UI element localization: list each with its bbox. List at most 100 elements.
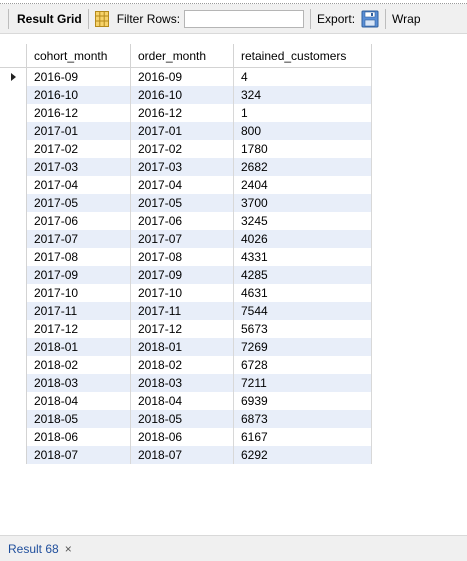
row-marker[interactable] (0, 122, 27, 140)
table-row[interactable]: 2016-09 2016-09 4 (0, 67, 372, 86)
row-marker[interactable] (0, 374, 27, 392)
table-row[interactable]: 2017-06 2017-06 3245 (0, 212, 372, 230)
table-cell[interactable]: 2017-09 (130, 266, 234, 284)
column-header-cohort-month[interactable]: cohort_month (26, 44, 131, 68)
table-cell[interactable]: 2018-01 (130, 338, 234, 356)
table-row[interactable]: 2017-05 2017-05 3700 (0, 194, 372, 212)
table-cell[interactable]: 2017-12 (26, 320, 131, 338)
row-marker[interactable] (0, 140, 27, 158)
table-cell[interactable]: 6167 (233, 428, 372, 446)
table-cell[interactable]: 2017-05 (26, 194, 131, 212)
table-cell[interactable]: 2017-06 (130, 212, 234, 230)
table-cell[interactable]: 2017-05 (130, 194, 234, 212)
table-row[interactable]: 2017-09 2017-09 4285 (0, 266, 372, 284)
table-cell[interactable]: 800 (233, 122, 372, 140)
table-row[interactable]: 2018-02 2018-02 6728 (0, 356, 372, 374)
table-cell[interactable]: 2017-03 (26, 158, 131, 176)
row-marker[interactable] (0, 428, 27, 446)
table-cell[interactable]: 2404 (233, 176, 372, 194)
row-marker[interactable] (0, 158, 27, 176)
table-cell[interactable]: 2017-11 (26, 302, 131, 320)
table-cell[interactable]: 6873 (233, 410, 372, 428)
column-header-retained-customers[interactable]: retained_customers (233, 44, 372, 68)
table-cell[interactable]: 2017-12 (130, 320, 234, 338)
table-cell[interactable]: 2016-09 (130, 67, 234, 86)
row-marker[interactable] (0, 86, 27, 104)
table-cell[interactable]: 2016-12 (26, 104, 131, 122)
table-cell[interactable]: 2018-07 (26, 446, 131, 464)
table-cell[interactable]: 2017-01 (130, 122, 234, 140)
table-cell[interactable]: 2017-07 (130, 230, 234, 248)
row-marker[interactable] (0, 67, 27, 86)
table-row[interactable]: 2018-07 2018-07 6292 (0, 446, 372, 464)
row-marker[interactable] (0, 320, 27, 338)
row-marker[interactable] (0, 176, 27, 194)
row-marker[interactable] (0, 410, 27, 428)
table-cell[interactable]: 2017-10 (130, 284, 234, 302)
table-cell[interactable]: 2016-09 (26, 67, 131, 86)
table-cell[interactable]: 1 (233, 104, 372, 122)
table-cell[interactable]: 2017-02 (26, 140, 131, 158)
table-cell[interactable]: 2018-06 (26, 428, 131, 446)
table-cell[interactable]: 2017-01 (26, 122, 131, 140)
row-marker[interactable] (0, 302, 27, 320)
result-tab[interactable]: Result 68 × (8, 542, 72, 556)
table-cell[interactable]: 2018-04 (130, 392, 234, 410)
table-cell[interactable]: 2018-07 (130, 446, 234, 464)
table-cell[interactable]: 2017-09 (26, 266, 131, 284)
table-cell[interactable]: 2017-07 (26, 230, 131, 248)
table-cell[interactable]: 4631 (233, 284, 372, 302)
table-cell[interactable]: 1780 (233, 140, 372, 158)
table-row[interactable]: 2016-12 2016-12 1 (0, 104, 372, 122)
table-cell[interactable]: 2017-02 (130, 140, 234, 158)
row-marker[interactable] (0, 212, 27, 230)
table-cell[interactable]: 2018-02 (26, 356, 131, 374)
filter-rows-input[interactable] (184, 9, 305, 28)
row-marker[interactable] (0, 446, 27, 464)
wrap-cell-content-label[interactable]: Wrap (392, 11, 421, 26)
table-row[interactable]: 2017-10 2017-10 4631 (0, 284, 372, 302)
close-tab-icon[interactable]: × (64, 541, 72, 556)
table-cell[interactable]: 7211 (233, 374, 372, 392)
table-row[interactable]: 2016-10 2016-10 324 (0, 86, 372, 104)
table-row[interactable]: 2017-01 2017-01 800 (0, 122, 372, 140)
result-grid-tab[interactable]: Result Grid (17, 11, 82, 26)
row-marker[interactable] (0, 392, 27, 410)
row-marker[interactable] (0, 104, 27, 122)
table-cell[interactable]: 6292 (233, 446, 372, 464)
table-cell[interactable]: 3245 (233, 212, 372, 230)
grid-layout-icon[interactable] (94, 10, 109, 27)
table-cell[interactable]: 2017-06 (26, 212, 131, 230)
table-cell[interactable]: 7269 (233, 338, 372, 356)
table-cell[interactable]: 6728 (233, 356, 372, 374)
table-row[interactable]: 2017-04 2017-04 2404 (0, 176, 372, 194)
table-cell[interactable]: 5673 (233, 320, 372, 338)
table-cell[interactable]: 3700 (233, 194, 372, 212)
table-cell[interactable]: 2016-10 (26, 86, 131, 104)
table-cell[interactable]: 2018-03 (130, 374, 234, 392)
table-cell[interactable]: 2017-08 (130, 248, 234, 266)
result-tab-label[interactable]: Result 68 (8, 541, 59, 556)
table-cell[interactable]: 2017-04 (130, 176, 234, 194)
column-header-order-month[interactable]: order_month (130, 44, 234, 68)
row-marker[interactable] (0, 338, 27, 356)
table-cell[interactable]: 2016-10 (130, 86, 234, 104)
table-cell[interactable]: 2018-02 (130, 356, 234, 374)
table-row[interactable]: 2018-05 2018-05 6873 (0, 410, 372, 428)
table-cell[interactable]: 2018-06 (130, 428, 234, 446)
table-row[interactable]: 2017-08 2017-08 4331 (0, 248, 372, 266)
row-marker[interactable] (0, 284, 27, 302)
table-cell[interactable]: 2018-01 (26, 338, 131, 356)
table-cell[interactable]: 7544 (233, 302, 372, 320)
table-cell[interactable]: 4 (233, 67, 372, 86)
row-marker[interactable] (0, 230, 27, 248)
table-cell[interactable]: 2017-10 (26, 284, 131, 302)
row-marker[interactable] (0, 194, 27, 212)
table-cell[interactable]: 4331 (233, 248, 372, 266)
table-cell[interactable]: 2018-05 (26, 410, 131, 428)
table-cell[interactable]: 6939 (233, 392, 372, 410)
table-row[interactable]: 2018-06 2018-06 6167 (0, 428, 372, 446)
table-row[interactable]: 2017-07 2017-07 4026 (0, 230, 372, 248)
table-cell[interactable]: 2018-04 (26, 392, 131, 410)
table-row[interactable]: 2017-11 2017-11 7544 (0, 302, 372, 320)
